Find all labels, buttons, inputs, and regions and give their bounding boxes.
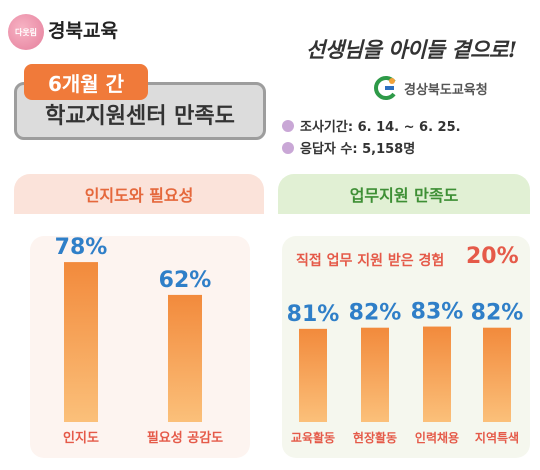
chart-bar xyxy=(423,326,451,422)
chart-bar xyxy=(483,327,511,422)
logo-circle-text: 다웃림 xyxy=(14,27,38,37)
org-logo: 경상북도교육청 xyxy=(372,74,488,102)
category-label: 필요성 공감도 xyxy=(147,431,223,446)
survey-period-text: 조사기간: 6. 14. ~ 6. 25. xyxy=(300,120,461,135)
bar-value-label: 81% xyxy=(287,302,340,327)
period-pill: 6개월 간 xyxy=(24,64,148,100)
logo-circle: 다웃림 xyxy=(8,14,44,50)
category-label: 인지도 xyxy=(63,430,99,446)
category-label: 현장활동 xyxy=(353,430,397,445)
category-label: 지역특색 xyxy=(475,430,519,445)
logo-text: 경북교육 xyxy=(48,20,118,42)
category-label: 교육활동 xyxy=(291,430,335,445)
awareness-section-title: 인지도와 필요성 xyxy=(14,174,264,214)
slogan: 선생님을 아이들 곁으로! xyxy=(306,37,517,62)
chart-bar xyxy=(299,328,327,422)
support-experience-label: 직접 업무 지원 받은 경험 xyxy=(296,253,445,269)
chart-bar xyxy=(361,327,389,422)
bullet-dot-icon xyxy=(282,119,294,132)
survey-period: 조사기간: 6. 14. ~ 6. 25. xyxy=(282,116,461,135)
support-experience-value: 20% xyxy=(466,244,519,269)
category-label: 인력채용 xyxy=(415,430,459,445)
chart-bar xyxy=(168,294,202,422)
bar-value-label: 83% xyxy=(411,300,464,325)
bullet-dot-icon xyxy=(282,141,294,154)
bar-value-label: 82% xyxy=(349,301,402,326)
org-mark-icon xyxy=(374,76,396,100)
satisfaction-section-title: 업무지원 만족도 xyxy=(278,174,530,214)
org-name: 경상북도교육청 xyxy=(404,82,488,98)
bar-value-label: 62% xyxy=(159,268,212,293)
respondents: 응답자 수: 5,158명 xyxy=(282,138,415,157)
chart-bar xyxy=(64,262,98,422)
bar-value-label: 82% xyxy=(471,301,524,326)
bar-value-label: 78% xyxy=(55,235,108,260)
respondents-text: 응답자 수: 5,158명 xyxy=(300,142,416,157)
